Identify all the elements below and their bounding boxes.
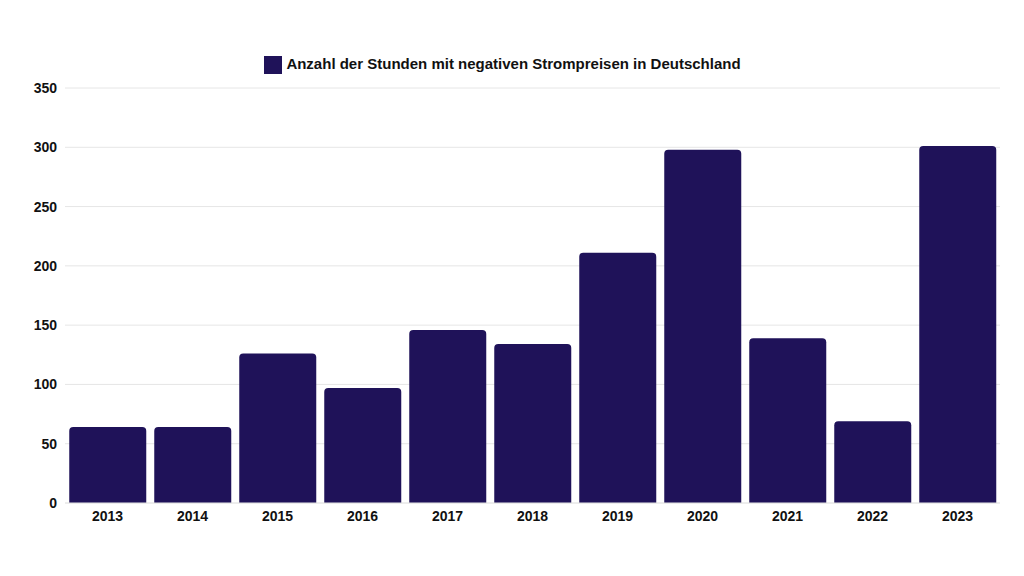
svg-text:300: 300 [34,139,58,155]
svg-text:350: 350 [34,80,58,96]
svg-text:2020: 2020 [687,508,718,524]
svg-text:2021: 2021 [772,508,803,524]
svg-text:2023: 2023 [942,508,973,524]
svg-text:2015: 2015 [262,508,293,524]
svg-text:2016: 2016 [347,508,378,524]
svg-text:50: 50 [41,436,57,452]
svg-text:2017: 2017 [432,508,463,524]
svg-text:250: 250 [34,199,58,215]
svg-text:2019: 2019 [602,508,633,524]
svg-text:150: 150 [34,317,58,333]
svg-text:2018: 2018 [517,508,548,524]
svg-text:0: 0 [49,495,57,511]
svg-text:2014: 2014 [177,508,208,524]
svg-text:2013: 2013 [92,508,123,524]
svg-text:200: 200 [34,258,58,274]
svg-text:2022: 2022 [857,508,888,524]
svg-text:100: 100 [34,376,58,392]
html-text:Anzahl der Stunden mit negativ: Anzahl der Stunden mit negativen Strompr… [286,55,741,72]
